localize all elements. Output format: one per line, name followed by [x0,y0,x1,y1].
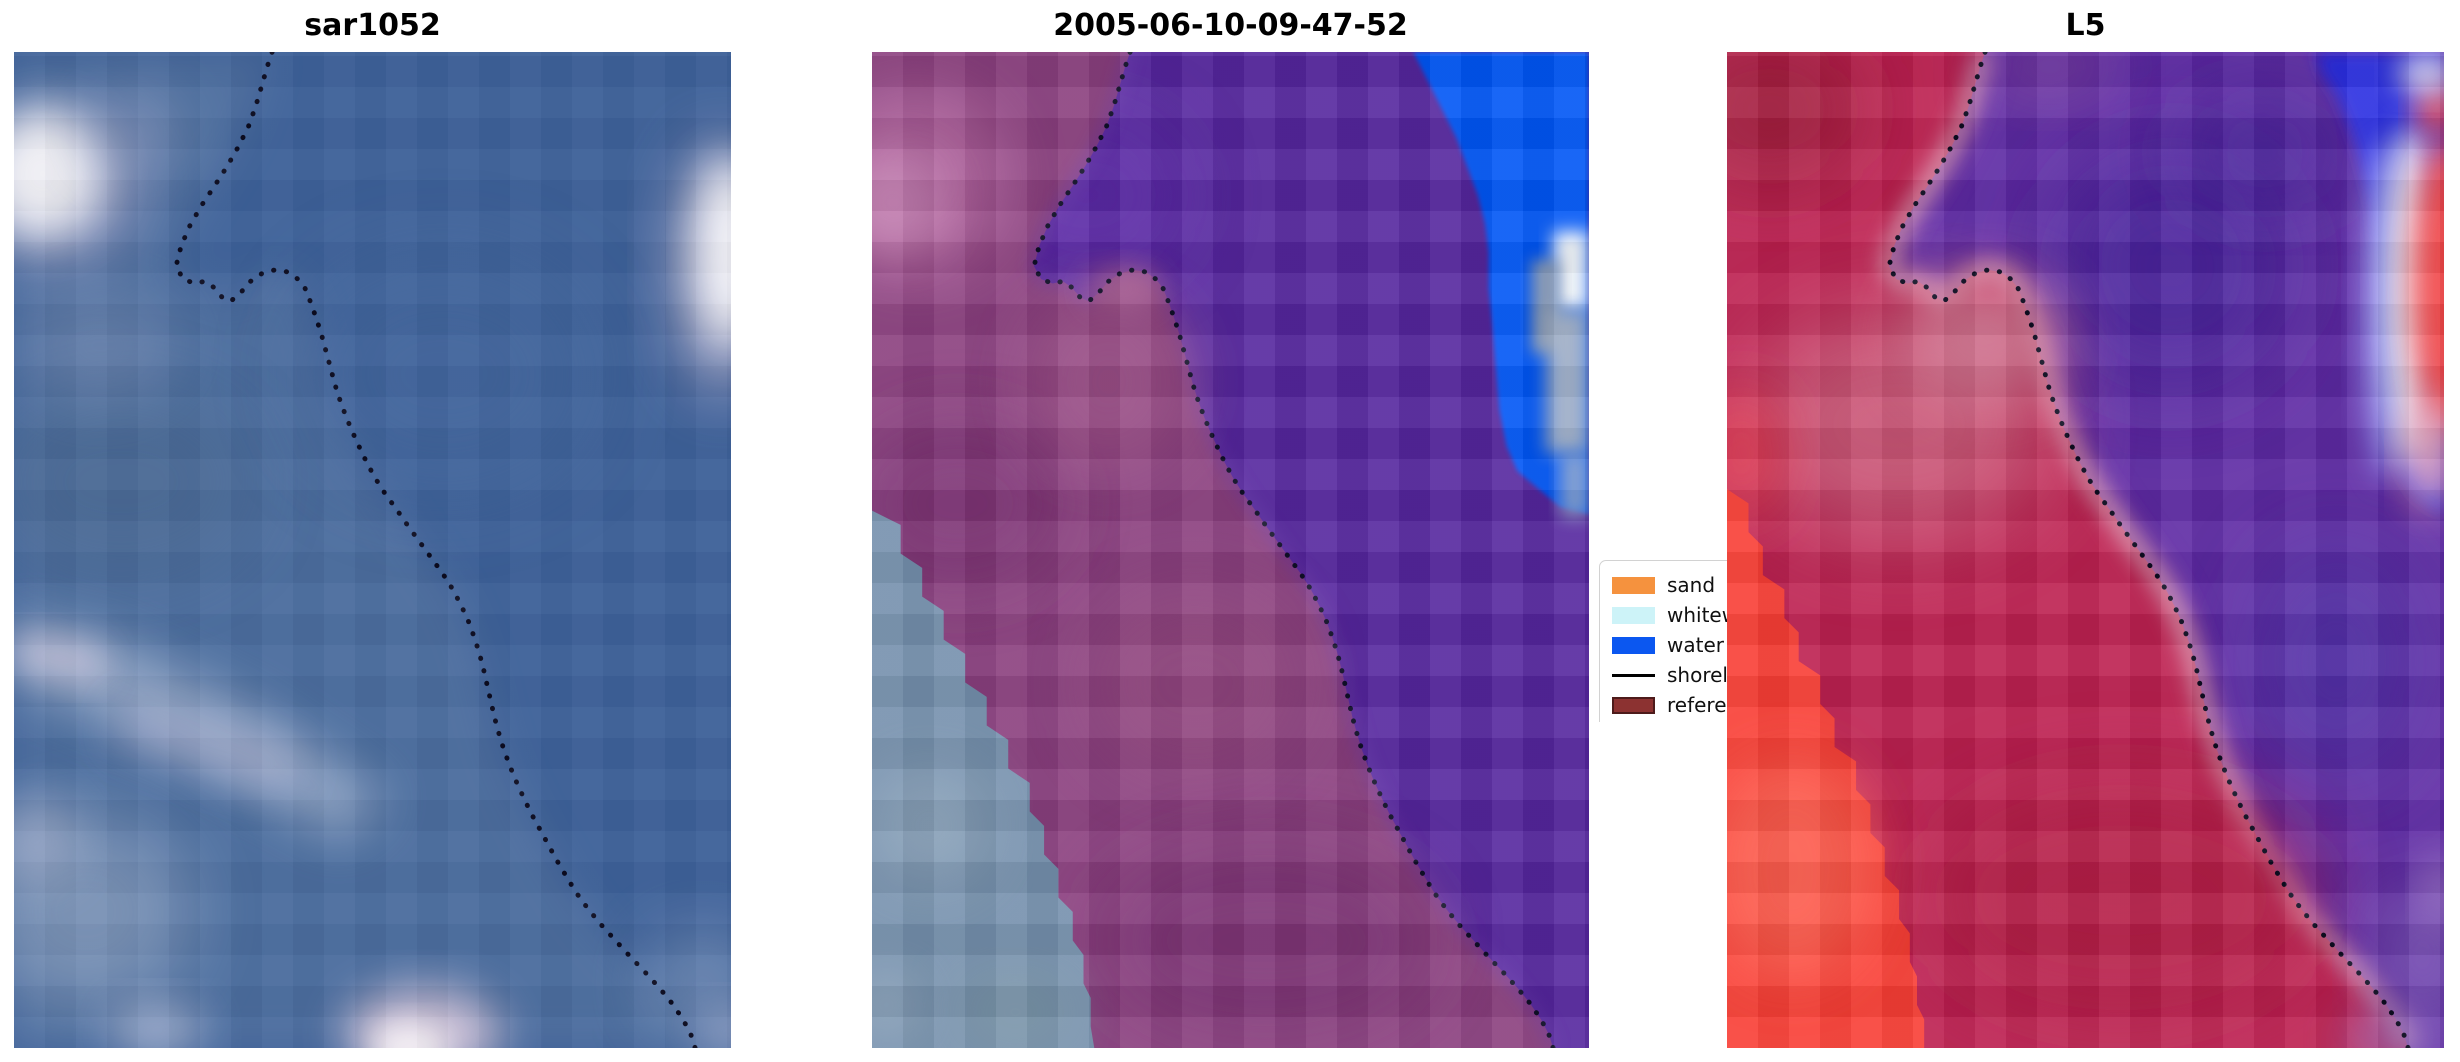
rgb-layer [958,976,1073,1048]
legend-swatch-water [1612,636,1655,654]
panel-l5-image [1727,52,2444,1048]
rgb-layer [1031,52,1556,1048]
legend-row-sand: sand [1612,570,1727,600]
l5-layer [1727,761,1871,977]
l5-layer [2422,854,2444,927]
legend-swatch-referen [1612,696,1655,714]
l5-layer [2178,94,2351,210]
l5-layer [2404,395,2444,511]
rgb-layer [872,52,1554,1048]
l5-layer [2397,52,2444,95]
rgb-layer [1087,266,1159,310]
l5-layer [1906,274,2064,404]
panel-classified-image [872,52,1589,1048]
rgb-layer [1087,589,1303,776]
rgb-layer [1029,295,1188,468]
sar-layer [173,52,698,1048]
l5-layer [2343,1012,2444,1048]
legend-label-sand: sand [1667,573,1716,597]
legend-label-water: water [1667,633,1724,657]
rgb-layer [1101,847,1432,1034]
l5-layer [2411,138,2444,439]
rgb-layer [1560,453,1589,518]
rgb-layer [872,969,923,1041]
l5-layer [1727,52,2409,1048]
legend-swatch-sand [1612,576,1655,594]
panel-title-date: 2005-06-10-09-47-52 [1053,8,1408,43]
legend-row-shorel: shorel [1612,660,1727,690]
sar-layer [110,1001,204,1048]
l5-layer [2257,546,2416,776]
legend-label-shorel: shorel [1667,663,1727,687]
sar-layer [114,704,301,791]
sar-layer [14,797,79,884]
l5-layer [2372,883,2444,1027]
l5-layer [1727,52,1864,189]
l5-layer [1727,388,1785,518]
l5-layer [1927,782,2315,1013]
sar-layer [14,388,251,576]
rgb-layer [872,152,944,253]
sar-layer [14,52,696,1048]
sar-layer [695,1005,731,1048]
l5-layer [1985,52,2115,103]
rgb-layer [872,510,1095,1048]
panel-sar1052-image [14,52,731,1048]
sar-layer [14,109,104,239]
sar-layer [695,159,731,346]
rgb-layer [1413,52,1589,515]
l5-layer [2049,145,2294,389]
legend-row-referen: referen [1612,690,1727,720]
sar-image [14,52,731,1048]
legend-row-water: water [1612,630,1727,660]
sar-layer [14,632,108,683]
rgb-layer [872,768,987,884]
rgb-layer [1553,231,1589,310]
legend-swatch-whitew [1612,606,1655,624]
panel-title-l5: L5 [2065,8,2106,43]
l5-image [1727,52,2444,1048]
sar-layer [368,1022,448,1048]
l5-layer [1886,52,2411,1048]
legend-label-referen: referen [1667,693,1727,717]
sar-layer [21,288,179,404]
rgb-layer [872,417,1066,590]
sar-layer [85,87,187,174]
l5-layer [2415,80,2444,138]
rgb-layer [1545,309,1589,454]
legend-line-swatch-shorel [1612,673,1655,677]
sar-layer [300,259,588,490]
classified-image [872,52,1589,1048]
panel-title-sar1052: sar1052 [304,8,441,43]
